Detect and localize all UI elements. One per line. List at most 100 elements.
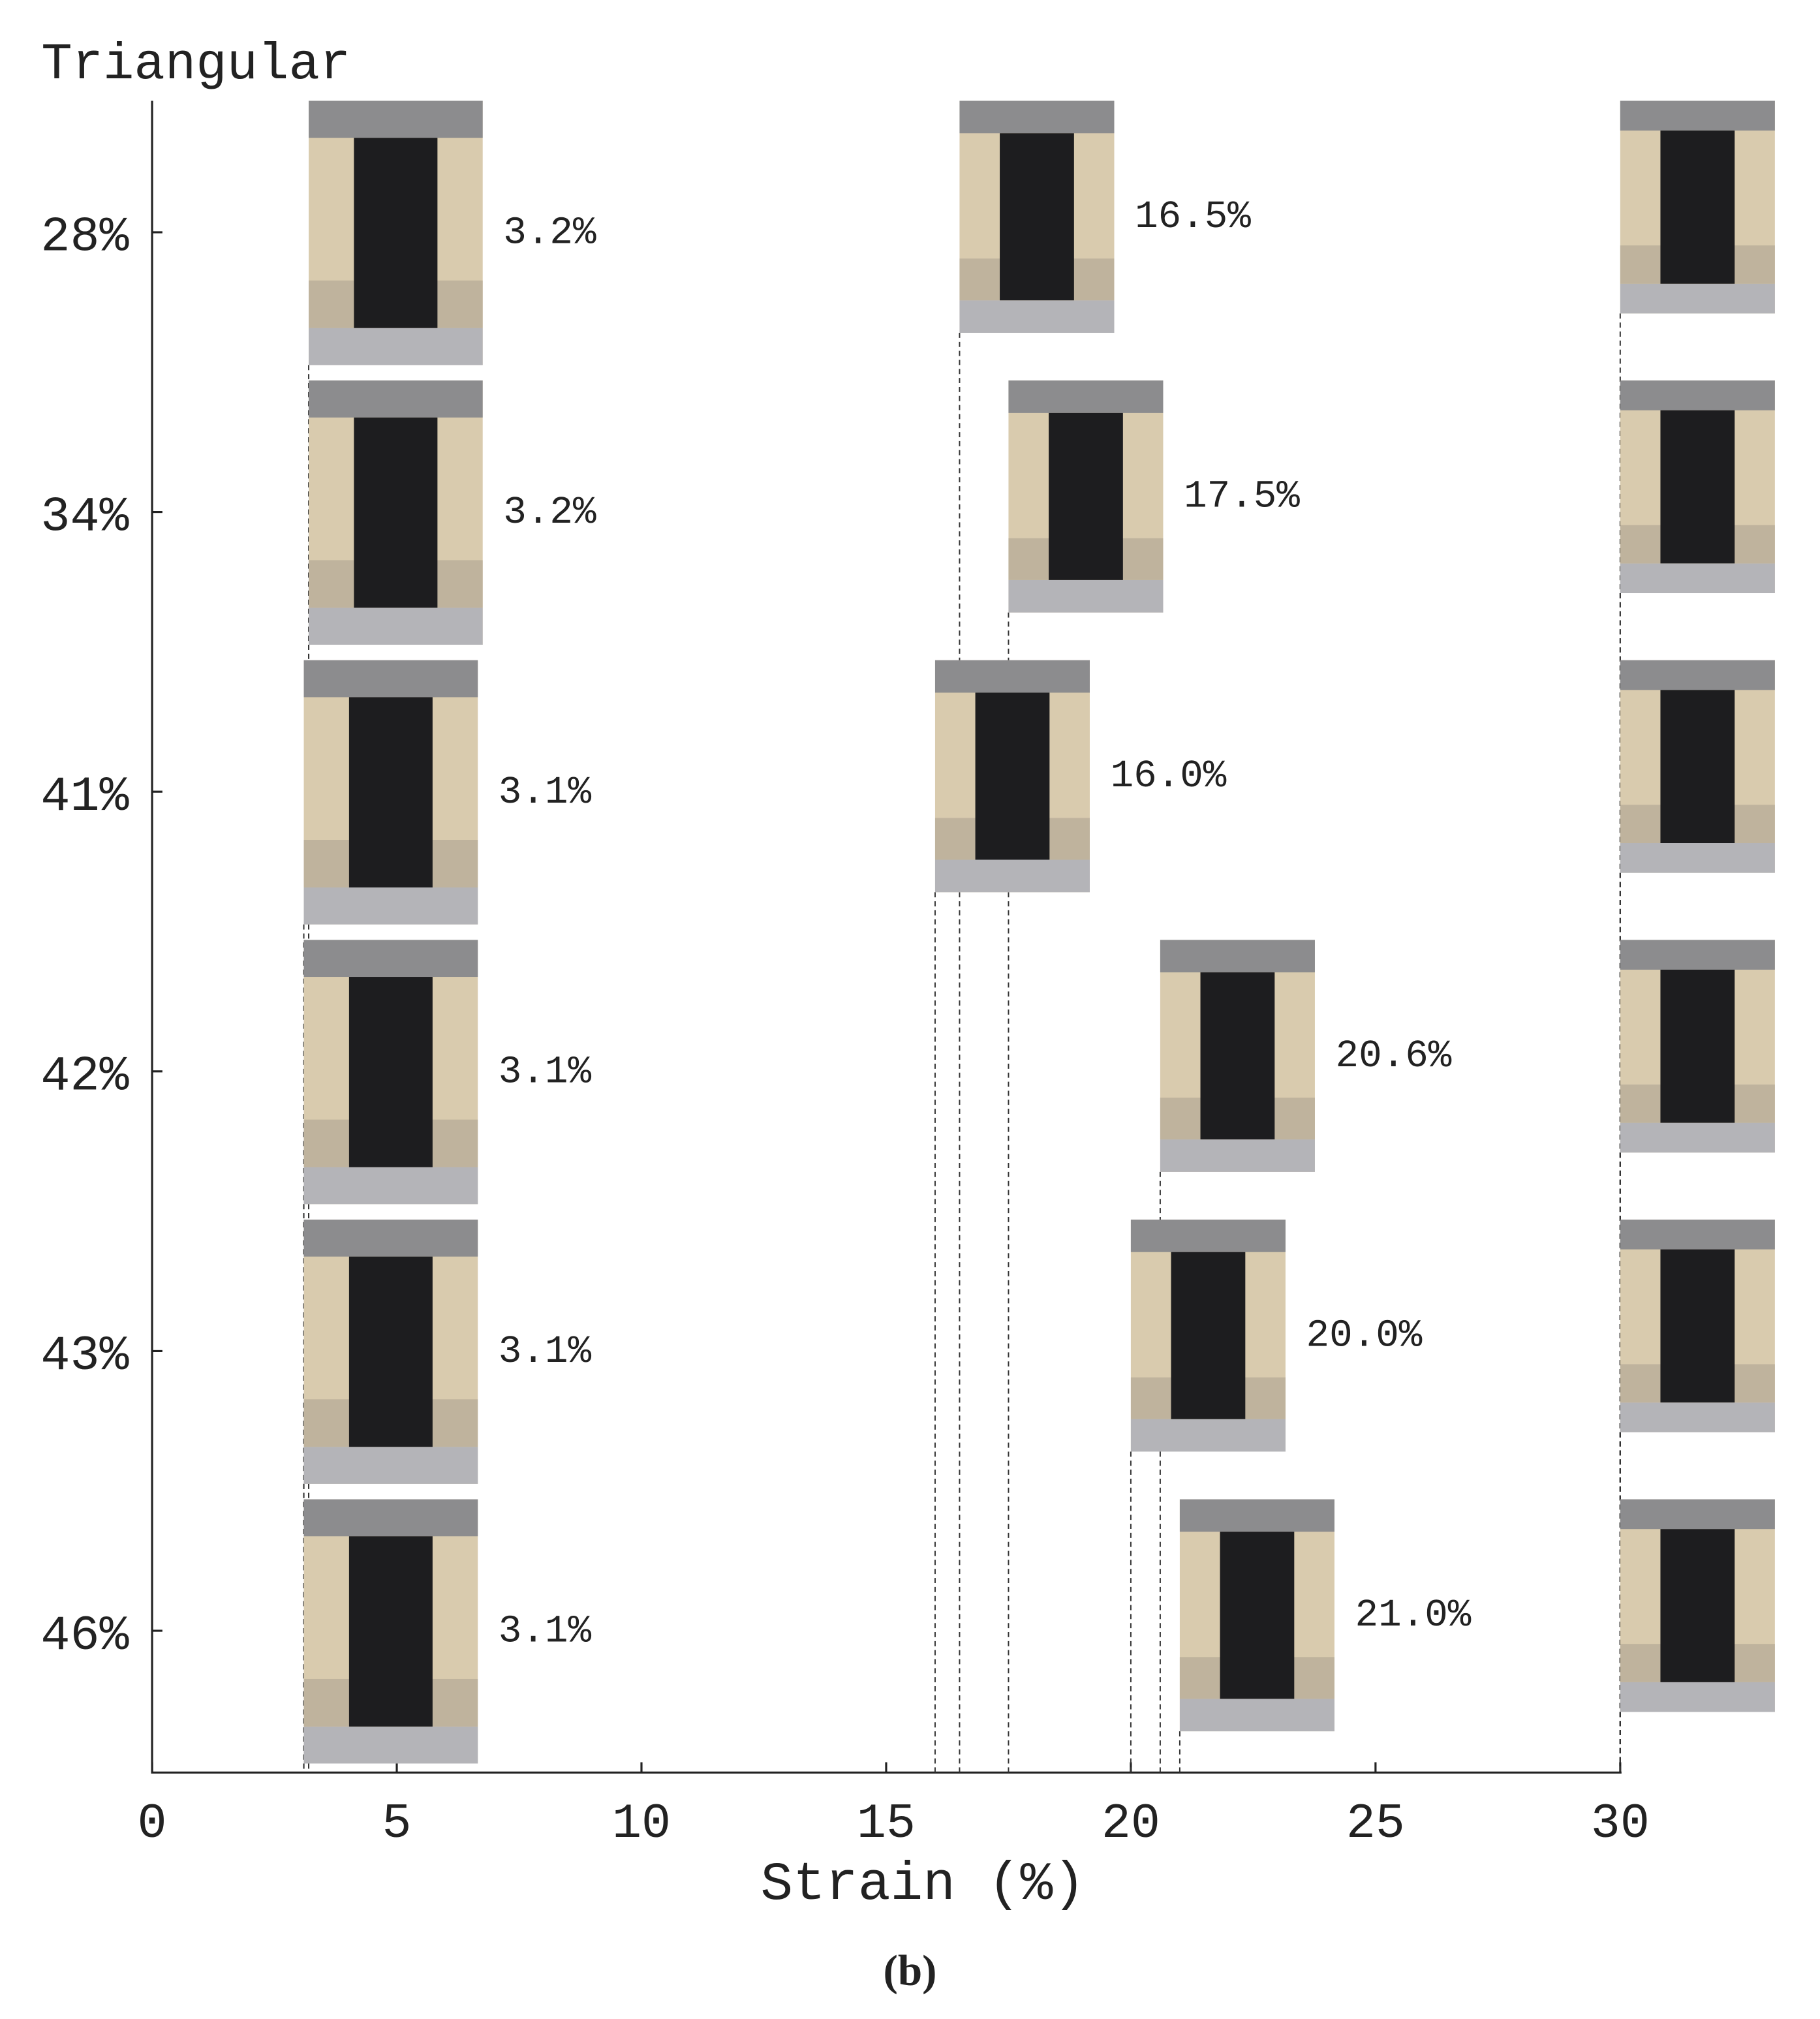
specimen (354, 417, 438, 608)
bottom-plate (1620, 1682, 1775, 1712)
bottom-plate (303, 887, 478, 925)
top-plate (1620, 940, 1775, 970)
x-tick-label: 10 (612, 1796, 671, 1852)
top-plate (1620, 380, 1775, 410)
x-tick-label: 5 (382, 1796, 412, 1852)
specimen (348, 697, 433, 887)
specimen-photo (1179, 1499, 1334, 1732)
value-label: 20.6% (1336, 1034, 1452, 1078)
specimen (1171, 1252, 1246, 1419)
top-plate (1620, 100, 1775, 131)
specimen-photo (303, 1219, 478, 1484)
caption: (b) (883, 1946, 936, 1995)
specimen-photo (1160, 940, 1315, 1172)
value-label: 3.1% (499, 1610, 592, 1654)
value-label: 3.1% (499, 771, 592, 814)
bottom-plate (934, 859, 1090, 893)
bottom-plate (1620, 1402, 1775, 1432)
top-plate (1008, 380, 1164, 413)
bottom-plate (959, 300, 1115, 333)
value-label: 3.1% (499, 1050, 592, 1094)
chart-title: Triangular (41, 35, 350, 94)
specimen-photo (1620, 660, 1775, 873)
top-plate (303, 1499, 478, 1537)
value-label: 17.5% (1184, 475, 1300, 519)
y-tick-label: 41% (40, 769, 129, 825)
y-tick-label: 43% (40, 1329, 129, 1384)
top-plate (1620, 660, 1775, 690)
specimen (1660, 1249, 1735, 1403)
specimen-photo (303, 940, 478, 1205)
specimen-photo (1130, 1219, 1286, 1452)
specimen-photo (309, 100, 483, 365)
specimen-photo (1008, 380, 1164, 613)
value-label: 16.5% (1135, 195, 1251, 239)
bottom-plate (1160, 1139, 1315, 1172)
specimen (1660, 1529, 1735, 1682)
specimen (348, 1256, 433, 1447)
value-label: 16.0% (1111, 754, 1227, 798)
top-plate (1160, 940, 1315, 973)
x-tick-label: 25 (1346, 1796, 1405, 1852)
value-label: 20.0% (1306, 1314, 1423, 1357)
specimen (1220, 1532, 1295, 1699)
top-plate (303, 1219, 478, 1257)
specimen-photo (303, 660, 478, 925)
specimen (1660, 690, 1735, 843)
x-tick-label: 15 (857, 1796, 916, 1852)
specimen (1660, 131, 1735, 284)
top-plate (959, 100, 1115, 134)
bottom-plate (303, 1726, 478, 1764)
specimen (1660, 969, 1735, 1123)
top-plate (303, 940, 478, 978)
specimen-photo (1620, 1499, 1775, 1712)
specimen (1200, 972, 1275, 1140)
top-plate (1620, 1499, 1775, 1530)
specimen (1049, 412, 1123, 580)
specimen-photo (303, 1499, 478, 1764)
bottom-plate (1620, 283, 1775, 314)
value-label: 21.0% (1355, 1594, 1472, 1637)
y-tick-label: 34% (40, 489, 129, 545)
bottom-plate (309, 328, 483, 365)
bottom-plate (1620, 843, 1775, 873)
specimen (975, 692, 1050, 860)
specimen-photo (1620, 940, 1775, 1153)
value-label: 3.2% (503, 491, 596, 534)
x-tick-label: 30 (1591, 1796, 1650, 1852)
y-tick-label: 46% (40, 1609, 129, 1664)
specimen-photo (309, 380, 483, 645)
specimen-photo (1620, 1219, 1775, 1432)
y-tick-label: 42% (40, 1049, 129, 1105)
value-label: 3.1% (499, 1330, 592, 1374)
value-label: 3.2% (503, 211, 596, 255)
specimen (348, 1536, 433, 1727)
y-tick-label: 28% (40, 210, 129, 266)
bottom-plate (1179, 1699, 1334, 1732)
bottom-plate (303, 1447, 478, 1484)
bottom-plate (309, 608, 483, 645)
specimen (1660, 410, 1735, 564)
top-plate (1179, 1499, 1334, 1532)
bottom-plate (303, 1167, 478, 1205)
specimen (348, 977, 433, 1167)
specimen-photo (1620, 380, 1775, 594)
top-plate (934, 660, 1090, 693)
specimen-photo (934, 660, 1090, 893)
specimen-photo (1620, 100, 1775, 314)
top-plate (309, 380, 483, 418)
top-plate (1620, 1219, 1775, 1250)
bottom-plate (1620, 563, 1775, 594)
x-tick-label: 20 (1102, 1796, 1160, 1852)
specimen (1000, 133, 1074, 301)
x-axis-label: Strain (%) (760, 1854, 1085, 1915)
x-tick-label: 0 (138, 1796, 167, 1852)
specimen (354, 138, 438, 328)
bottom-plate (1130, 1419, 1286, 1452)
top-plate (309, 100, 483, 138)
specimen-photo (959, 100, 1115, 333)
bottom-plate (1620, 1122, 1775, 1153)
top-plate (303, 660, 478, 698)
top-plate (1130, 1219, 1286, 1252)
